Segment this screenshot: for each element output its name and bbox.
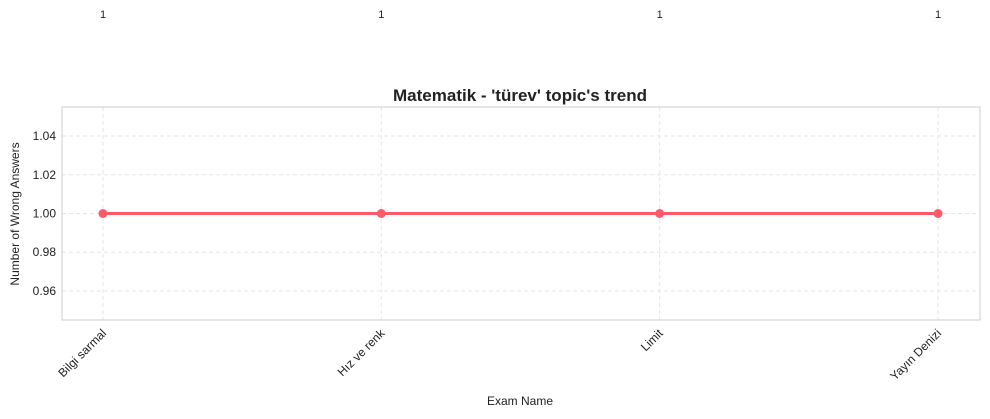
data-point [933,209,943,218]
data-label: 1 [378,9,384,21]
series-layer [98,209,943,218]
y-tick-label: 1.00 [33,207,57,221]
y-axis-label: Number of Wrong Answers [8,142,22,285]
data-label: 1 [657,9,663,21]
y-axis: 0.96 0.98 1.00 1.02 1.04 [33,129,57,298]
y-tick-label: 0.96 [33,284,57,298]
x-tick-label: Bilgi sarmal [55,326,109,380]
x-tick-label: Yayın Denizi [887,326,944,383]
chart-title: Matematik - 'türev' topic's trend [393,86,647,105]
plot-frame [61,106,981,321]
x-tick-label: Limit [638,326,666,354]
x-axis-label: Exam Name [487,394,553,408]
data-labels: 1 1 1 1 [100,9,941,21]
data-label: 1 [100,9,106,21]
x-axis: Bilgi sarmal Hız ve renk Limit Yayın Denizi [55,326,944,384]
data-point [376,209,386,218]
y-tick-label: 1.04 [33,129,57,143]
data-label: 1 [935,9,941,21]
x-tick-label: Hız ve renk [335,326,389,380]
y-tick-label: 0.98 [33,245,57,259]
data-point [98,209,108,218]
y-tick-label: 1.02 [33,168,57,182]
data-point [655,209,665,218]
